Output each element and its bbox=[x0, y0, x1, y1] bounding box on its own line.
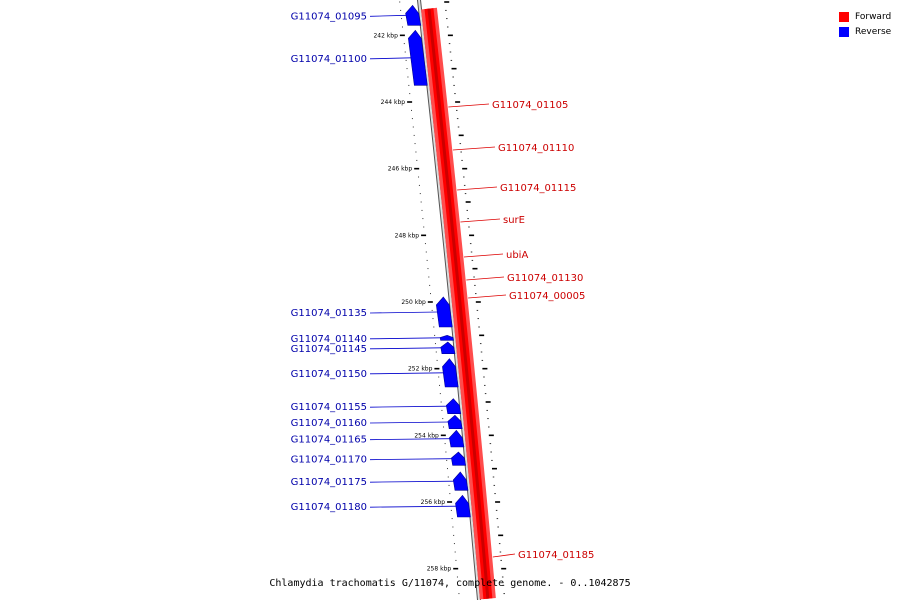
tick-label-3: 246 kbp bbox=[388, 166, 413, 173]
reverse-gene-label-6: G11074_01150 bbox=[291, 369, 367, 380]
reverse-leader-4 bbox=[369, 337, 441, 340]
reverse-gene-label-4: G11074_01140 bbox=[291, 334, 367, 345]
tick-label-7: 254 kbp bbox=[414, 432, 439, 439]
position-ticks: 242 kbp 244 kbp 246 kbp 248 kbp 250 kbp 252 k… bbox=[373, 1, 507, 595]
forward-gene-label-4: surE bbox=[503, 215, 525, 226]
backbone bbox=[416, 0, 482, 600]
reverse-gene-label-3: G11074_01135 bbox=[291, 308, 367, 319]
reverse-leader-7 bbox=[369, 405, 448, 408]
reverse-leader-11 bbox=[369, 480, 455, 483]
forward-leader-6 bbox=[466, 276, 505, 281]
forward-leader-1 bbox=[448, 103, 490, 108]
reverse-gene-5[interactable] bbox=[440, 341, 456, 354]
forward-swatch bbox=[839, 11, 849, 22]
reverse-leader-8 bbox=[369, 421, 449, 424]
forward-gene-label-7: G11074_00005 bbox=[509, 291, 585, 302]
tick-label-2: 244 kbp bbox=[381, 99, 406, 106]
forward-band-shade bbox=[427, 8, 490, 599]
reverse-leader-12 bbox=[369, 505, 457, 508]
reverse-leader-10 bbox=[369, 458, 453, 461]
reverse-gene-8[interactable] bbox=[447, 414, 463, 429]
reverse-leader-5 bbox=[369, 347, 442, 350]
reverse-gene-3[interactable] bbox=[436, 296, 453, 328]
reverse-gene-4[interactable] bbox=[439, 335, 454, 341]
reverse-leader-3 bbox=[369, 311, 438, 314]
forward-gene-label-2: G11074_01110 bbox=[498, 143, 574, 154]
forward-leader-3 bbox=[457, 186, 498, 191]
reverse-gene-2[interactable] bbox=[408, 29, 428, 86]
legend-forward: Forward bbox=[839, 9, 891, 24]
reverse-gene-9[interactable] bbox=[449, 429, 465, 448]
reverse-gene-1[interactable] bbox=[405, 4, 422, 26]
reverse-gene-6[interactable] bbox=[442, 358, 459, 388]
gene-labels: G11074_01095 G11074_01100 G11074_01135 G110… bbox=[291, 11, 595, 561]
forward-gene-label-5: ubiA bbox=[506, 250, 528, 261]
legend-reverse-label: Reverse bbox=[855, 26, 892, 37]
reverse-leader-2 bbox=[369, 57, 412, 60]
legend-reverse: Reverse bbox=[839, 24, 891, 39]
reverse-swatch bbox=[839, 26, 849, 37]
reverse-gene-11[interactable] bbox=[452, 471, 469, 491]
tick-label-1: 242 kbp bbox=[373, 32, 398, 39]
reverse-gene-label-12: G11074_01180 bbox=[291, 502, 367, 513]
reverse-gene-12[interactable] bbox=[455, 494, 471, 518]
reverse-leader-6 bbox=[369, 372, 444, 375]
reverse-leader-9 bbox=[369, 438, 451, 441]
tick-label-6: 252 kbp bbox=[408, 366, 433, 373]
backbone-ring-highlight bbox=[417, 0, 481, 600]
forward-gene-label-6: G11074_01130 bbox=[507, 273, 583, 284]
forward-gene-label-8: G11074_01185 bbox=[518, 550, 594, 561]
genome-caption: Chlamydia trachomatis G/11074, complete … bbox=[269, 578, 631, 589]
tick-label-5: 250 kbp bbox=[401, 299, 426, 306]
reverse-gene-7[interactable] bbox=[445, 398, 462, 414]
reverse-strand bbox=[405, 4, 471, 518]
forward-leader-7 bbox=[468, 294, 507, 299]
reverse-gene-label-1: G11074_01095 bbox=[291, 11, 367, 22]
legend: Forward Reverse bbox=[839, 9, 891, 39]
forward-leader-8 bbox=[492, 553, 516, 558]
reverse-gene-label-11: G11074_01175 bbox=[291, 477, 367, 488]
forward-gene-label-1: G11074_01105 bbox=[492, 100, 568, 111]
reverse-gene-label-8: G11074_01160 bbox=[291, 418, 367, 429]
forward-leader-2 bbox=[452, 146, 496, 151]
reverse-leader-1 bbox=[369, 14, 407, 17]
reverse-gene-label-2: G11074_01100 bbox=[291, 54, 367, 65]
tick-label-9: 258 kbp bbox=[427, 566, 452, 573]
reverse-gene-label-7: G11074_01155 bbox=[291, 402, 367, 413]
tick-label-8: 256 kbp bbox=[421, 499, 446, 506]
legend-forward-label: Forward bbox=[855, 11, 892, 22]
forward-gene-label-3: G11074_01115 bbox=[500, 183, 576, 194]
reverse-gene-10[interactable] bbox=[451, 451, 467, 466]
reverse-gene-label-10: G11074_01170 bbox=[291, 455, 367, 466]
forward-leader-5 bbox=[463, 253, 504, 258]
tick-label-4: 248 kbp bbox=[395, 232, 420, 239]
forward-strand bbox=[421, 7, 496, 600]
forward-leader-4 bbox=[460, 218, 501, 223]
reverse-gene-label-5: G11074_01145 bbox=[291, 344, 367, 355]
reverse-gene-label-9: G11074_01165 bbox=[291, 435, 367, 446]
